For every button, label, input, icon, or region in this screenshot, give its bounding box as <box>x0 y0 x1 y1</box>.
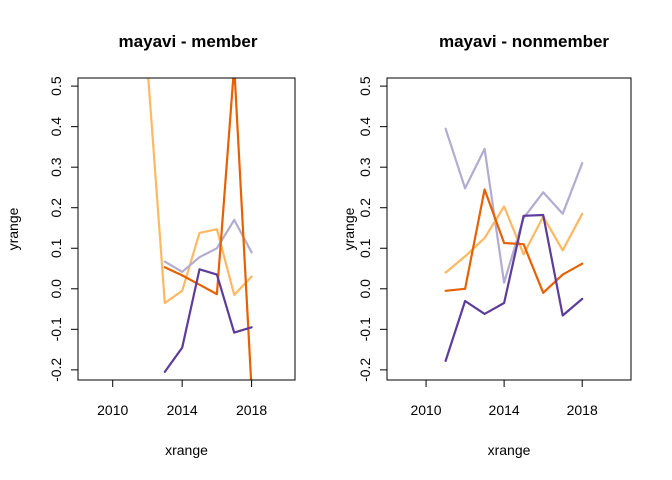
y-tick-label: -0.2 <box>48 358 64 382</box>
chart-title: mayavi - member <box>119 32 258 51</box>
y-tick-label: 0.0 <box>48 279 64 299</box>
y-tick-label: -0.2 <box>357 358 373 382</box>
series-group <box>444 127 584 362</box>
y-tick-label: 0.4 <box>48 117 64 137</box>
y-axis: -0.2 -0.1 0.0 0.1 0.2 0.3 0.4 0.5 <box>48 76 79 382</box>
x-axis: 2010 2014 2018 <box>97 379 267 418</box>
y-tick-label: 0.0 <box>357 279 373 299</box>
y-axis-label: yrange <box>341 207 357 250</box>
plot-frame <box>77 77 296 381</box>
series-line-2 <box>163 218 253 273</box>
y-tick-label: 0.2 <box>357 198 373 218</box>
series-line-3 <box>163 78 253 380</box>
y-tick-label: 0.3 <box>48 157 64 177</box>
x-tick-label: 2018 <box>236 402 267 418</box>
x-tick-label: 2018 <box>567 402 598 418</box>
y-tick-label: -0.1 <box>357 317 373 341</box>
plot-frame <box>386 77 632 381</box>
series-group <box>147 78 253 380</box>
y-axis-label: yrange <box>5 207 21 250</box>
y-tick-label: 0.1 <box>357 238 373 258</box>
y-axis: -0.2 -0.1 0.0 0.1 0.2 0.3 0.4 0.5 <box>357 76 388 382</box>
series-line-3 <box>444 188 584 294</box>
chart-panel-1: 2010 2014 2018 -0.2 -0.1 0.0 0.1 0.2 0.3 0.4 0.5 ma… <box>5 32 296 458</box>
series-line-1 <box>444 127 584 284</box>
x-tick-label: 2014 <box>167 402 198 418</box>
series-line-1 <box>147 78 253 305</box>
series-line-2 <box>444 205 584 274</box>
y-tick-label: 0.5 <box>48 76 64 96</box>
y-tick-label: 0.2 <box>48 198 64 218</box>
series-line-4 <box>444 213 584 362</box>
x-axis-label: xrange <box>165 442 208 458</box>
x-axis-label: xrange <box>488 442 531 458</box>
x-axis: 2010 2014 2018 <box>410 379 598 418</box>
y-tick-label: -0.1 <box>48 317 64 341</box>
y-tick-label: 0.3 <box>357 157 373 177</box>
y-tick-label: 0.5 <box>357 76 373 96</box>
chart-panel-2: 2010 2014 2018 -0.2 -0.1 0.0 0.1 0.2 0.3 0.4 0.5 ma… <box>341 32 632 458</box>
x-tick-label: 2010 <box>97 402 128 418</box>
series-line-4 <box>163 268 253 373</box>
y-tick-label: 0.4 <box>357 117 373 137</box>
x-tick-label: 2014 <box>489 402 520 418</box>
y-tick-label: 0.1 <box>48 238 64 258</box>
chart-title: mayavi - nonmember <box>439 32 609 51</box>
x-tick-label: 2010 <box>410 402 441 418</box>
